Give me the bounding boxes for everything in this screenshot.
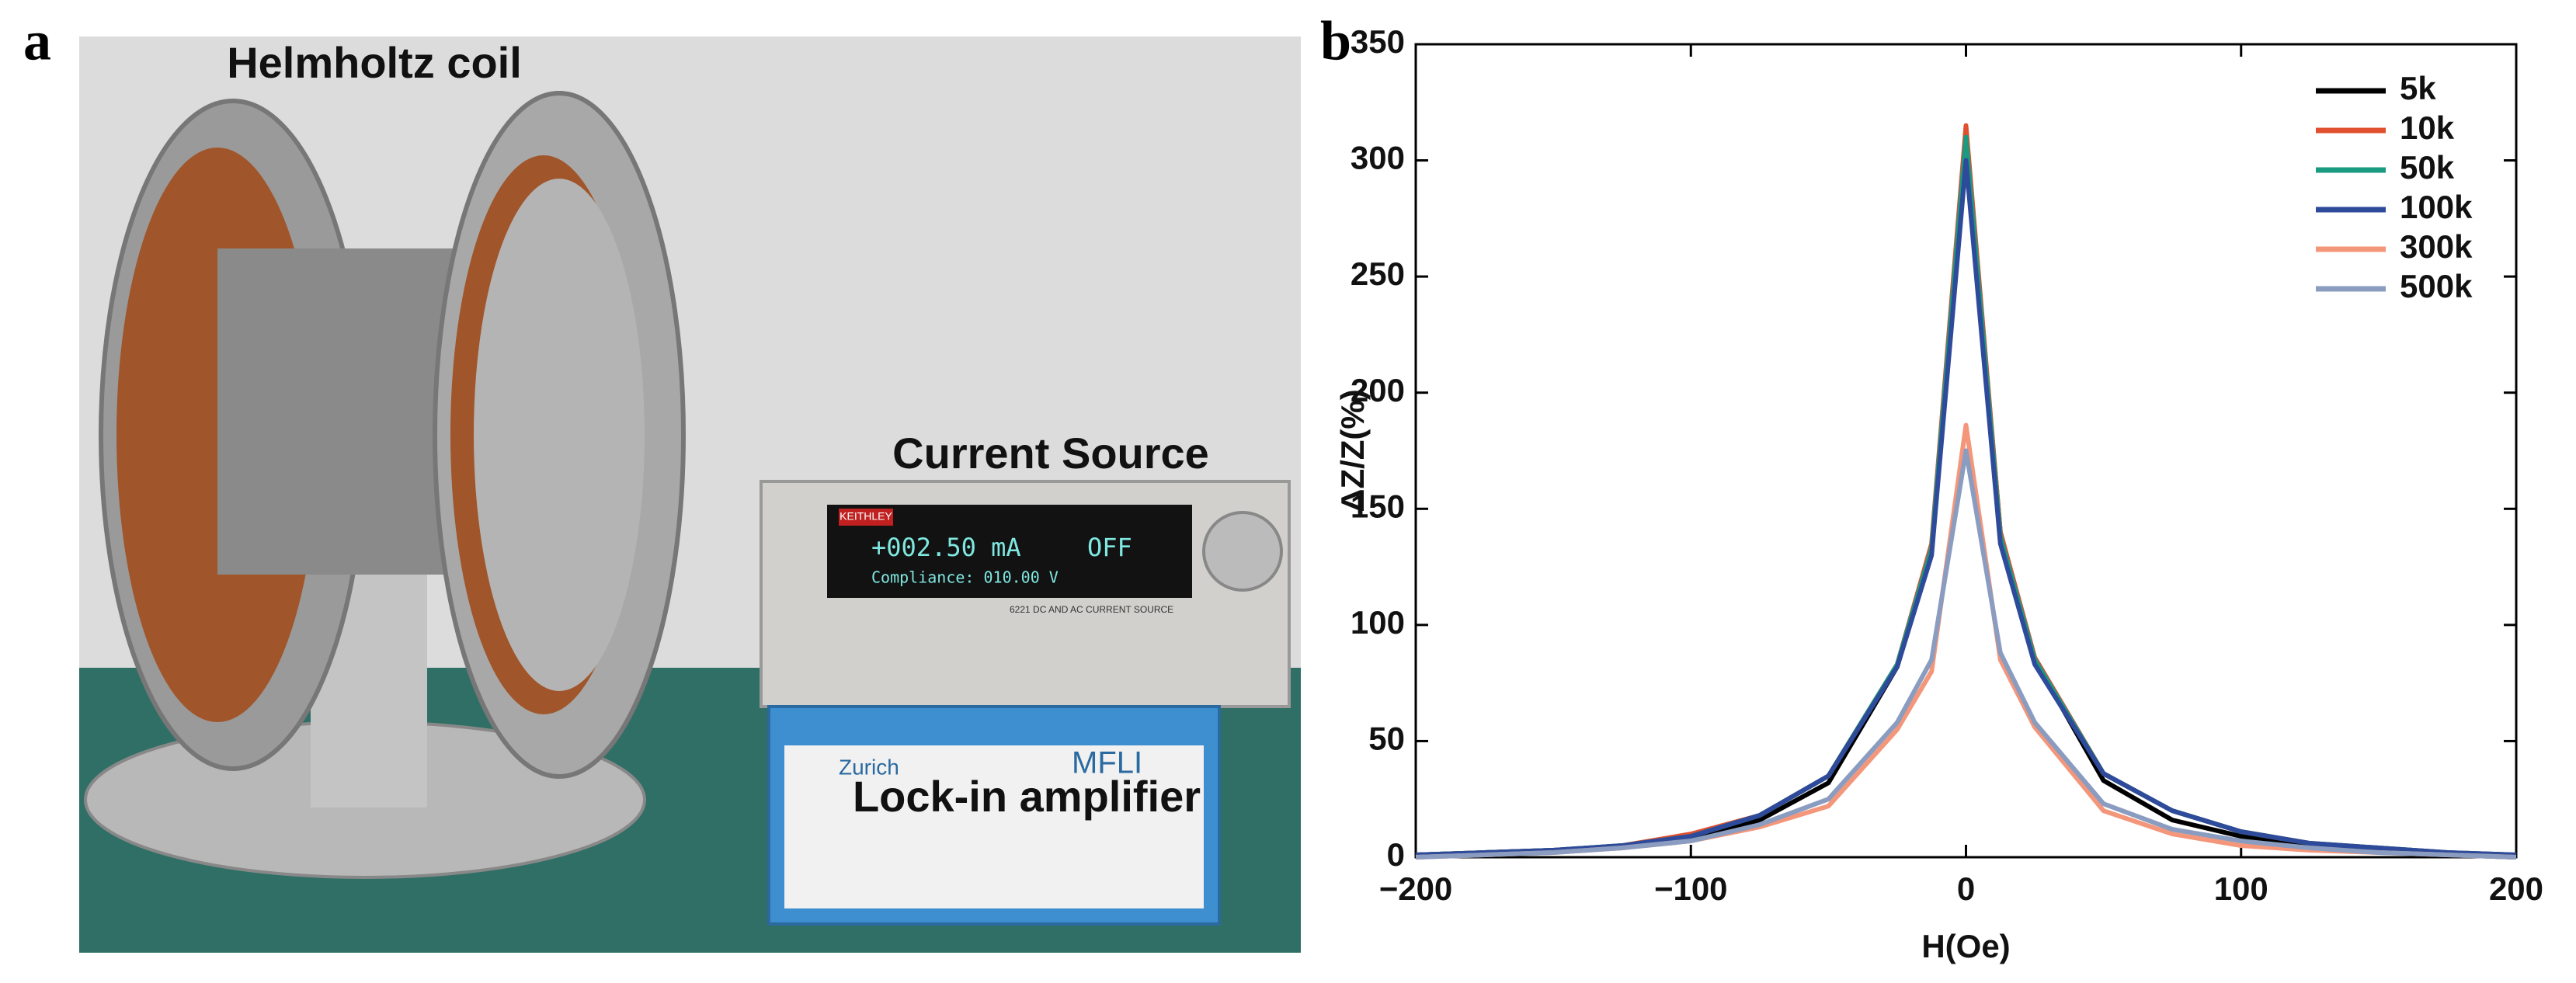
x-tick-label: 0	[1957, 870, 1975, 907]
x-tick-label: −200	[1379, 870, 1453, 907]
y-tick-label: 0	[1387, 836, 1405, 873]
legend-label: 10k	[2400, 109, 2455, 146]
device-text: Zurich	[839, 755, 899, 779]
panel-label: a	[23, 10, 51, 72]
coil-center	[474, 179, 645, 691]
plot-frame	[1414, 43, 2518, 859]
x-tick-label: −100	[1654, 870, 1728, 907]
device-text: Compliance: 010.00 V	[871, 568, 1059, 587]
photo-label: Lock-in amplifier	[853, 772, 1201, 821]
device-text: KEITHLEY	[840, 510, 892, 523]
x-tick-label: 100	[2214, 870, 2268, 907]
device-text: OFF	[1087, 533, 1132, 562]
y-tick-label: 350	[1351, 23, 1405, 60]
legend-label: 100k	[2400, 189, 2473, 225]
series-line	[1415, 134, 2517, 858]
y-tick-label: 250	[1351, 255, 1405, 292]
device-text: MFLI	[1072, 746, 1142, 780]
series-line	[1415, 448, 2517, 860]
chart: 0 50 100 150 200 250 300 350 −200 −100 0 100 200 H(Oe…	[1334, 23, 2543, 964]
knob	[1202, 511, 1283, 592]
device-text: +002.50 mA	[871, 533, 1021, 562]
series-line	[1415, 132, 2517, 860]
y-tick-label: 150	[1351, 488, 1405, 524]
panel-label: b	[1320, 10, 1351, 72]
photo-label: Helmholtz coil	[227, 38, 522, 87]
brand-badge	[839, 509, 893, 526]
y-tick-label: 200	[1351, 372, 1405, 408]
device-text: 6221 DC AND AC CURRENT SOURCE	[1010, 604, 1173, 615]
y-tick-label: 50	[1368, 721, 1405, 757]
legend-label: 500k	[2400, 268, 2473, 304]
lock-in-panel	[784, 745, 1204, 908]
photo: KEITHLEY +002.50 mA OFF Compliance: 010.…	[79, 36, 1301, 953]
x-axis-label: H(Oe)	[1921, 928, 2010, 964]
y-tick-label: 300	[1351, 140, 1405, 176]
legend-label: 300k	[2400, 228, 2473, 265]
y-tick-label: 100	[1351, 604, 1405, 641]
y-axis-label: ΔZ/Z(%)	[1334, 389, 1371, 512]
legend-label: 50k	[2400, 149, 2455, 186]
series-line	[1415, 123, 2517, 858]
series-line	[1415, 158, 2517, 858]
photo-label: Current Source	[892, 429, 1209, 478]
legend-label: 5k	[2400, 70, 2436, 106]
x-tick-label: 200	[2489, 870, 2543, 907]
series-line	[1415, 422, 2517, 860]
